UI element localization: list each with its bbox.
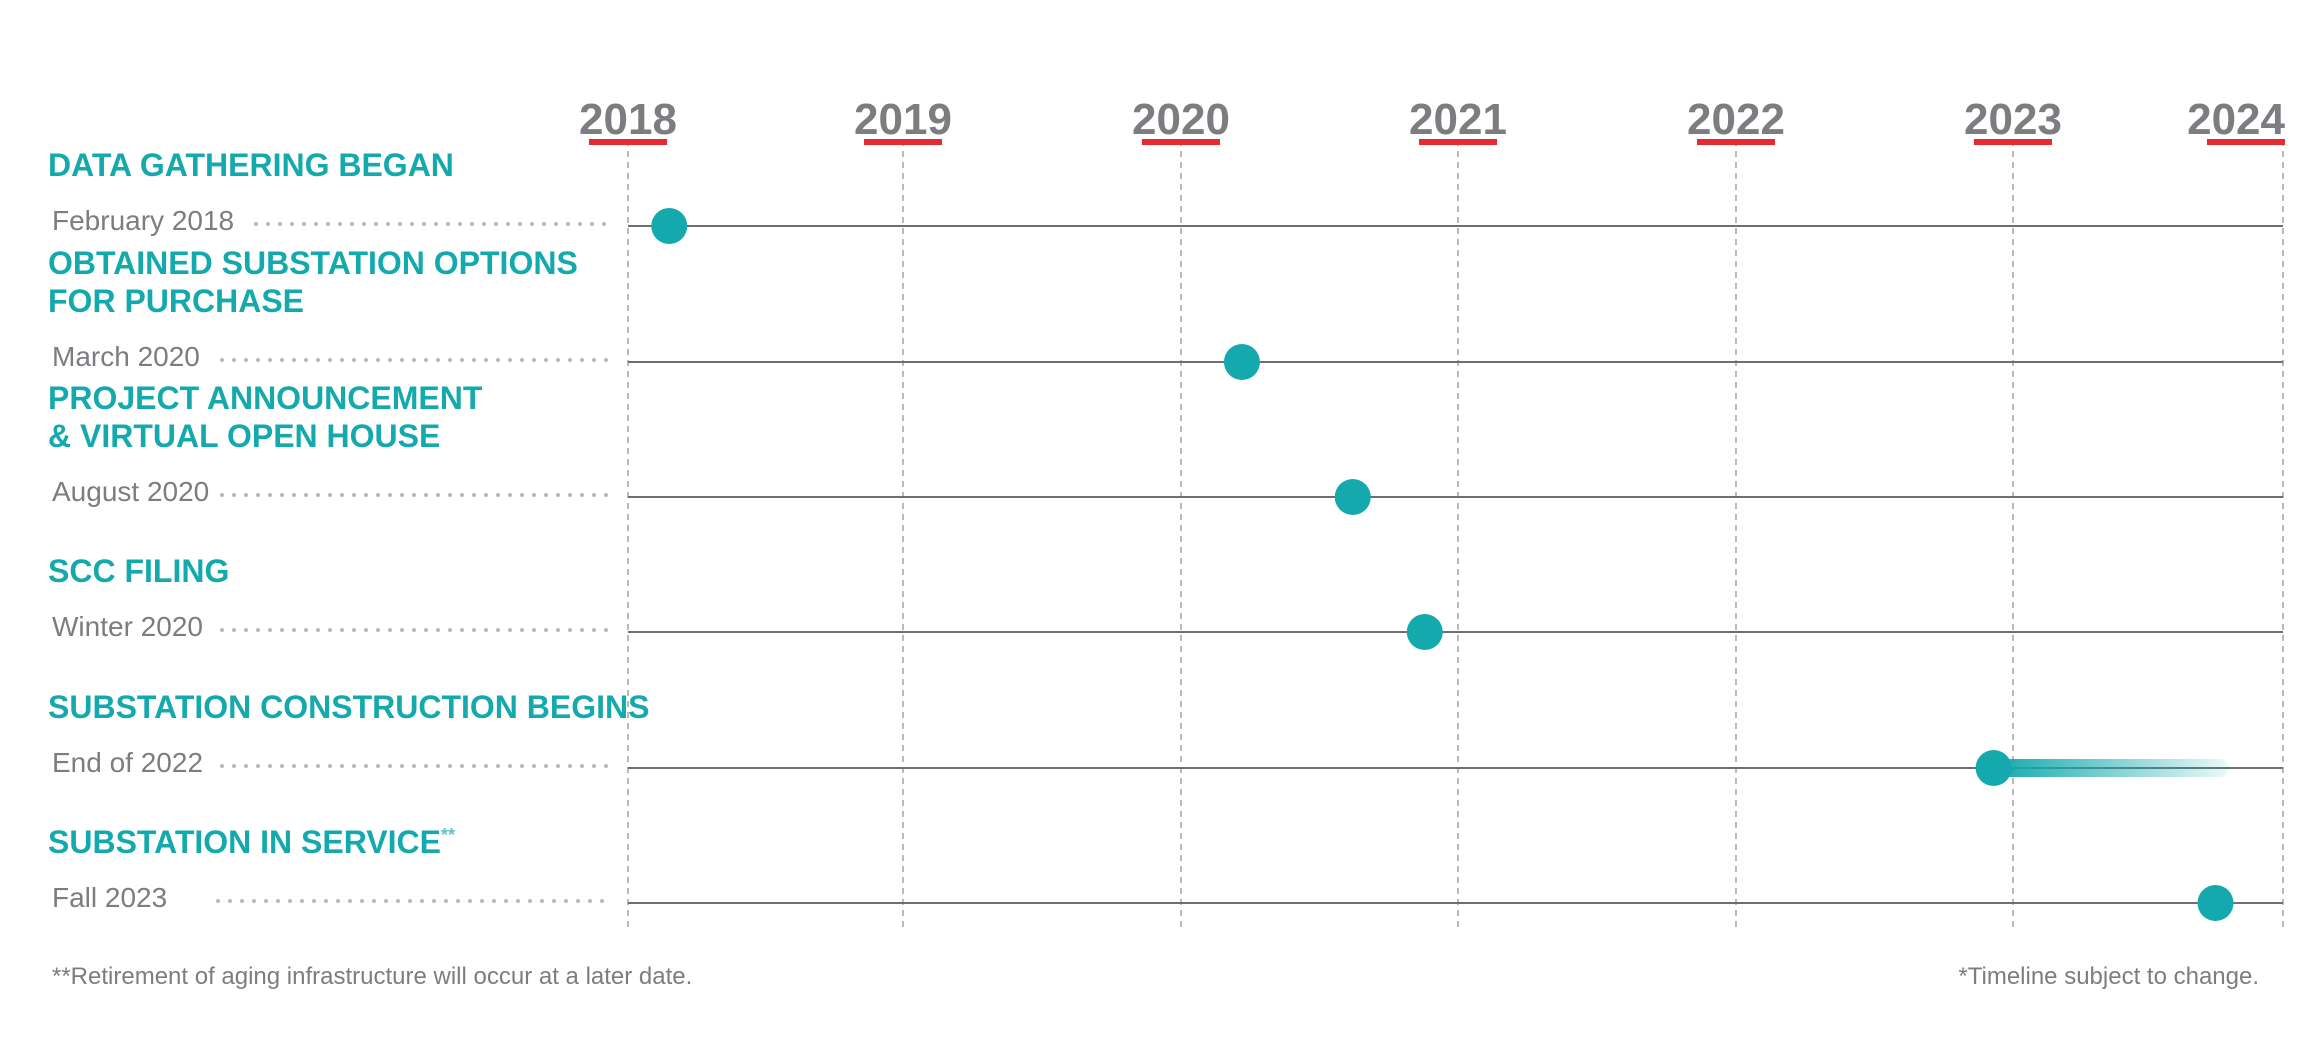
milestone-marker <box>1975 750 2012 786</box>
year-underline-2021 <box>1419 139 1497 145</box>
year-label-2023: 2023 <box>1964 95 2062 144</box>
year-underline-2019 <box>864 139 942 145</box>
milestone-title: SCC FILING <box>48 553 229 589</box>
year-underline-2022 <box>1697 139 1775 145</box>
milestone-title-note: ** <box>441 825 455 845</box>
milestone-labels: DATA GATHERING BEGAN February 2018 OBTAINE… <box>48 147 649 913</box>
milestone-title: DATA GATHERING BEGAN <box>48 147 454 183</box>
milestone-date: Winter 2020 <box>52 611 203 642</box>
milestone-title: & VIRTUAL OPEN HOUSE <box>48 418 440 454</box>
milestone-span-bar <box>1993 759 2229 777</box>
year-label-2021: 2021 <box>1409 95 1507 144</box>
year-label-2024: 2024 <box>2187 95 2285 144</box>
milestone-date: End of 2022 <box>52 747 203 778</box>
milestone-date: March 2020 <box>52 341 200 372</box>
grid-lines <box>627 140 2284 932</box>
year-underline-2020 <box>1142 139 1220 145</box>
year-label-2020: 2020 <box>1132 95 1230 144</box>
milestone-marker <box>1406 614 1443 650</box>
milestone-title: OBTAINED SUBSTATION OPTIONS <box>48 245 578 281</box>
footnote-right: *Timeline subject to change. <box>1958 963 2259 990</box>
milestone-markers <box>651 208 2234 921</box>
milestone-title: SUBSTATION CONSTRUCTION BEGINS <box>48 689 649 725</box>
milestone-title: FOR PURCHASE <box>48 283 304 319</box>
year-axis: 2018 2019 2020 2021 2022 2023 2024 <box>579 95 2286 145</box>
milestone-title: SUBSTATION IN SERVICE** <box>48 824 455 860</box>
milestone-title: PROJECT ANNOUNCEMENT <box>48 380 483 416</box>
milestone-marker <box>1223 344 1260 380</box>
year-underline-2018 <box>589 139 667 145</box>
year-label-2022: 2022 <box>1687 95 1785 144</box>
year-label-2019: 2019 <box>854 95 952 144</box>
milestone-date: August 2020 <box>52 476 209 507</box>
year-underline-2023 <box>1974 139 2052 145</box>
milestone-marker <box>651 208 688 244</box>
footnote-left: **Retirement of aging infrastructure wil… <box>52 963 692 990</box>
year-label-2018: 2018 <box>579 95 677 144</box>
milestone-rows <box>216 222 2283 904</box>
milestone-date: February 2018 <box>52 205 234 236</box>
milestone-marker <box>2197 885 2234 921</box>
milestone-marker <box>1334 479 1371 515</box>
milestone-date: Fall 2023 <box>52 882 167 913</box>
year-underline-2024 <box>2207 139 2285 145</box>
